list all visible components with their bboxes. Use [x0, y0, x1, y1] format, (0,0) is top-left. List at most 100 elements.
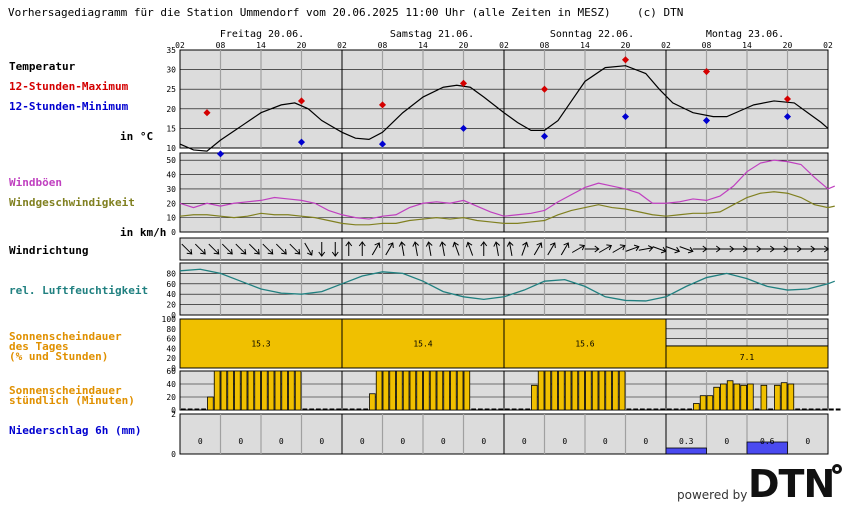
tmax-point [540, 85, 549, 93]
wind-direction-arrow [533, 242, 543, 256]
sunshine-hour-bar [747, 383, 754, 411]
day-label: Sonntag 22.06. [550, 29, 634, 40]
sunshine-hour-bar [774, 384, 781, 411]
wind-direction-arrow [208, 243, 220, 255]
sunshine-hour-bar [531, 384, 538, 411]
wind-direction-arrow [638, 245, 654, 252]
sunshine-hour-bar [571, 370, 579, 411]
wind-direction-arrow [666, 246, 681, 254]
hour-tick-label: 20 [621, 41, 631, 50]
wind-direction-arrow [318, 242, 326, 257]
y-tick-label: 60 [166, 367, 176, 376]
wind-direction-arrow [304, 242, 313, 256]
wind-direction-arrow [584, 245, 600, 253]
y-tick-label: 25 [166, 85, 176, 94]
label-sun-day-2: des Tages [9, 340, 69, 353]
wind-direction-arrow [221, 243, 233, 255]
hour-tick-label: 20 [459, 41, 469, 50]
tmin-point [540, 132, 549, 140]
sunshine-hour-bar [787, 383, 795, 411]
sunshine-hour-bar [416, 370, 423, 411]
wind-direction-arrow [506, 241, 514, 256]
precipitation-label: 0 [481, 437, 486, 446]
wind-direction-arrow [598, 244, 613, 253]
tmin-point [216, 150, 225, 158]
wind-direction-arrow [679, 246, 694, 254]
wind-direction-arrow [331, 242, 339, 257]
y-tick-label: 10 [166, 144, 176, 153]
hour-tick-label: 02 [337, 41, 347, 50]
label-wind-direction: Windrichtung [9, 244, 88, 257]
wind-direction-arrow [248, 243, 260, 255]
wind-direction-arrow [235, 243, 247, 255]
wind-direction-arrow [480, 241, 488, 256]
hour-tick-label: 08 [702, 41, 712, 50]
sunshine-hour-bar [612, 370, 619, 411]
sunshine-hour-bar [220, 370, 228, 411]
sunshine-day-label: 15.6 [575, 340, 594, 349]
wind-direction-arrow [371, 242, 381, 256]
precipitation-label: 0 [562, 437, 567, 446]
wind-direction-arrow [814, 245, 830, 253]
sunshine-hour-bar [382, 370, 390, 411]
wind-direction-arrow [412, 241, 420, 256]
hour-tick-label: 02 [499, 41, 509, 50]
sunshine-hour-bar [585, 370, 592, 411]
wind-direction-arrow [385, 242, 394, 256]
sunshine-hour-bar [240, 370, 248, 411]
label-sun-hour-2: stündlich (Minuten) [9, 394, 135, 407]
sunshine-hour-bar [591, 370, 599, 411]
sunshine-hour-bar [396, 370, 403, 411]
label-humidity: rel. Luftfeuchtigkeit [9, 284, 148, 297]
sunshine-hour-bar [551, 370, 558, 411]
humidity-line [179, 268, 835, 302]
day-label: Freitag 20.06. [220, 29, 304, 40]
sunshine-hour-bar [423, 370, 430, 411]
sunshine-hour-bar [537, 370, 545, 411]
label-sun-day-3: (% und Stunden) [9, 350, 108, 363]
tmin-point [378, 140, 387, 148]
tmax-point [702, 68, 711, 76]
label-gusts: Windböen [9, 176, 62, 189]
sunshine-hour-bar [726, 380, 734, 411]
wind-direction-arrow [275, 243, 287, 255]
precipitation-label: 0 [279, 437, 284, 446]
y-tick-label: 60 [166, 335, 176, 344]
precipitation-label: 0 [724, 437, 729, 446]
sunshine-hour-bar [436, 370, 444, 411]
wind-direction-arrow [465, 241, 474, 256]
tmax-point [621, 56, 630, 64]
tmin-point [621, 113, 630, 121]
label-wind: Windgeschwindigkeit [9, 196, 135, 209]
precipitation-label: 0 [360, 437, 365, 446]
y-tick-label: 80 [166, 269, 176, 278]
y-tick-label: 60 [166, 280, 176, 289]
hour-tick-label: 20 [783, 41, 793, 50]
precipitation-bar [665, 447, 707, 455]
sunshine-hour-bar [207, 396, 214, 411]
sunshine-hour-bar [564, 370, 572, 411]
y-tick-label: 35 [166, 46, 176, 55]
sunshine-hour-bar [402, 370, 410, 411]
sunshine-hour-bar [699, 395, 707, 411]
wind-direction-arrow [358, 241, 366, 256]
sunshine-hour-bar [544, 370, 552, 411]
precipitation-label: 0 [603, 437, 608, 446]
sunshine-hour-bar [780, 382, 788, 411]
wind-direction-arrow [571, 244, 586, 253]
sunshine-hour-bar [375, 370, 383, 411]
wind-direction-arrow [181, 243, 193, 255]
precipitation-bar [746, 441, 788, 455]
y-tick-label: 20 [166, 354, 176, 363]
y-tick-label: 15 [166, 124, 176, 133]
sunshine-hour-bar [578, 370, 585, 411]
y-tick-label: 40 [166, 290, 176, 299]
sunshine-day-label: 15.4 [413, 340, 432, 349]
wind-direction-arrow [652, 246, 667, 254]
y-tick-label: 30 [166, 185, 176, 194]
hour-tick-label: 14 [742, 41, 752, 50]
y-tick-label: 0 [171, 228, 176, 237]
y-tick-label: 0 [171, 364, 176, 373]
sunshine-hour-bar [409, 370, 417, 411]
